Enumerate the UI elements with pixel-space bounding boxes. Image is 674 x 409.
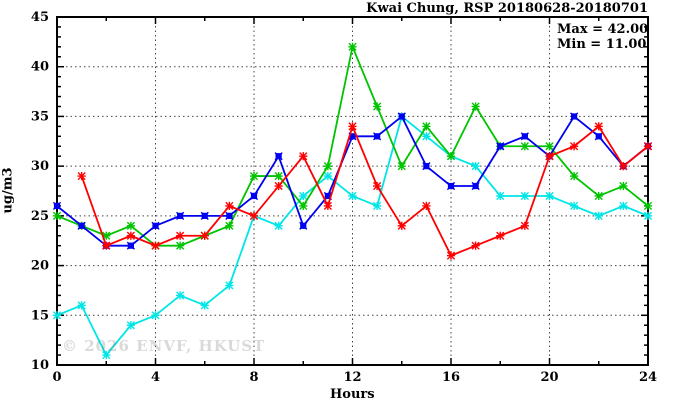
data-point-marker (446, 181, 456, 191)
y-tick-label: 45 (31, 10, 49, 25)
data-point-marker (373, 132, 382, 141)
series-red-line (80, 125, 649, 257)
data-point-marker (594, 132, 603, 141)
y-tick-label: 30 (31, 159, 49, 174)
y-tick-label: 25 (31, 209, 49, 224)
x-tick-label: 0 (52, 370, 61, 385)
data-point-marker (274, 152, 283, 161)
data-point-marker (496, 142, 505, 151)
chart-title: Kwai Chung, RSP 20180628-20180701 (366, 1, 648, 16)
data-point-marker (323, 191, 332, 201)
x-tick-label: 8 (249, 370, 258, 385)
x-axis-label: Hours (330, 387, 375, 402)
data-point-marker (126, 241, 135, 250)
data-point-marker (52, 201, 62, 211)
data-point-marker (299, 221, 308, 230)
y-tick-label: 40 (31, 60, 49, 75)
watermark: © 2026 ENVF, HKUST (62, 337, 266, 355)
x-tick-label: 24 (639, 370, 657, 385)
x-tick-label: 16 (442, 370, 460, 385)
data-point-marker (422, 162, 431, 171)
x-tick-label: 20 (540, 370, 558, 385)
y-tick-label: 10 (31, 358, 49, 373)
y-tick-label: 15 (31, 308, 49, 323)
data-point-marker (397, 112, 406, 121)
y-tick-label: 20 (31, 259, 49, 274)
data-point-marker (225, 211, 234, 220)
data-point-marker (77, 221, 86, 230)
data-point-marker (200, 211, 209, 220)
data-point-marker (570, 112, 579, 121)
x-tick-label: 12 (343, 370, 361, 385)
max-min-annotation: Max = 42.00 Min = 11.00 (557, 22, 648, 52)
plot-border (56, 16, 649, 366)
max-annotation: Max = 42.00 (557, 22, 649, 37)
y-tick-label: 35 (31, 109, 49, 124)
min-annotation: Min = 11.00 (557, 37, 647, 52)
data-point-marker (520, 132, 529, 141)
data-point-marker (249, 191, 259, 201)
y-axis-label: ug/m3 (0, 167, 16, 214)
data-point-marker (471, 181, 480, 191)
x-tick-label: 4 (151, 370, 160, 385)
data-point-marker (176, 211, 185, 220)
data-point-marker (151, 221, 160, 230)
